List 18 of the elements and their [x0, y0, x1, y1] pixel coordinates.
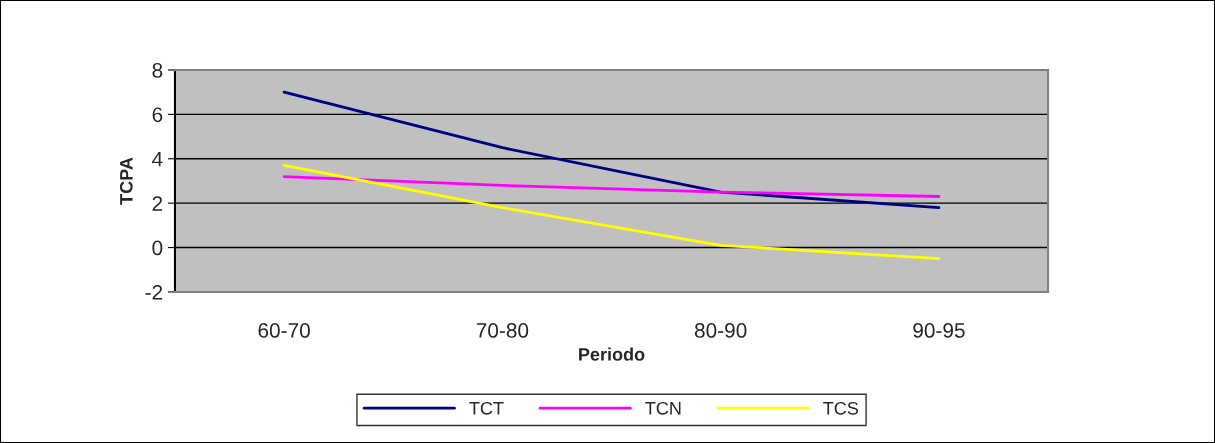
y-axis-title: TCPA — [119, 157, 133, 205]
legend-label: TCS — [823, 401, 859, 415]
y-tick-label: 0 — [152, 240, 163, 256]
y-tick-label: 4 — [152, 151, 163, 167]
y-tick-label: 6 — [152, 107, 163, 123]
x-tick-label: 70-80 — [476, 323, 529, 338]
line-series — [282, 164, 941, 261]
y-tick-label: 8 — [152, 63, 163, 78]
legend-label: TCN — [645, 401, 681, 415]
x-tick-label: 60-70 — [258, 323, 310, 338]
y-tick-label: -2 — [145, 284, 163, 300]
x-axis-title: Periodo — [579, 347, 645, 361]
legend-label: TCT — [469, 401, 504, 415]
line-series — [282, 175, 941, 198]
x-tick-label: 80-90 — [694, 323, 747, 338]
x-tick-label: 90-95 — [913, 323, 965, 338]
line-series — [282, 90, 941, 209]
y-tick-label: 2 — [152, 196, 163, 211]
